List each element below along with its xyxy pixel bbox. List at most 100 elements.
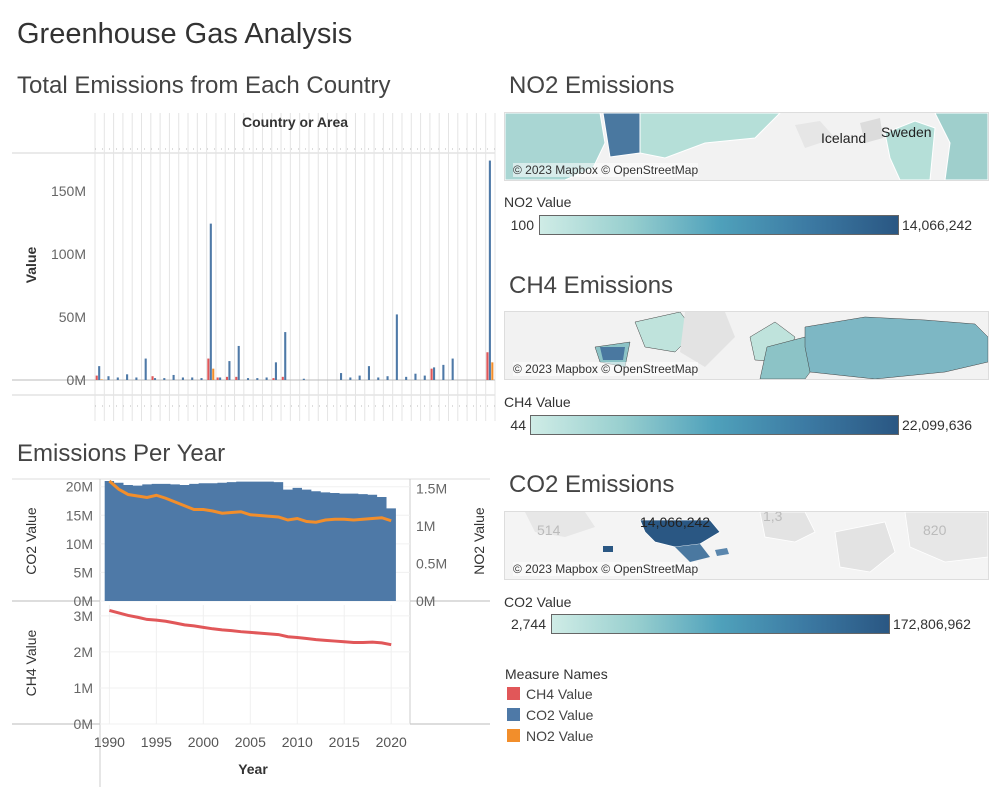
map-label-faded-1: 514: [537, 522, 561, 538]
bar-co2-value: [237, 345, 240, 380]
map-label-faded-2: 1,3: [763, 511, 783, 524]
bar-co2-value: [135, 377, 138, 380]
bar-ch4-value: [151, 376, 154, 380]
no2-legend-max: 14,066,242: [902, 217, 973, 233]
legend-label-ch4: CH4 Value: [526, 686, 593, 702]
bar-ch4-value: [207, 358, 210, 380]
bar-co2-value: [442, 364, 445, 380]
bar-ch4-value: [430, 368, 433, 380]
x-tick-label: 2015: [329, 734, 360, 750]
legend-item-no2[interactable]: NO2 Value: [507, 728, 593, 746]
no2-y-tick: 0.5M: [416, 556, 447, 572]
ch4-line: [109, 608, 392, 647]
bar-no2-value: [100, 379, 103, 380]
bar-ch4-value: [225, 376, 229, 380]
legend-label-no2: NO2 Value: [526, 728, 594, 744]
bar-ch4-value: [235, 376, 238, 380]
bar-co2-value: [386, 376, 389, 380]
co2-map[interactable]: 14,066,242 514 1,3 820 © 2023 Mapbox © O…: [504, 511, 989, 580]
legend-item-ch4[interactable]: CH4 Value: [507, 686, 593, 704]
bar-co2-value: [107, 376, 110, 380]
section-title-ch4: CH4 Emissions: [509, 272, 674, 299]
bar-ch4-value: [272, 378, 275, 380]
map-attribution: © 2023 Mapbox © OpenStreetMap: [513, 362, 699, 376]
ch4-legend-min: 44: [510, 417, 526, 433]
bar-co2-value: [116, 377, 119, 380]
bar-co2-value: [265, 377, 268, 380]
no2-y-tick: 1M: [416, 518, 435, 534]
bar-co2-value: [488, 160, 491, 380]
bar-no2-value: [491, 362, 494, 380]
bar-co2-value: [256, 378, 259, 380]
ch4-y-tick: 2M: [74, 644, 93, 660]
co2-y-tick: 0M: [74, 593, 93, 609]
y-tick-label: 150M: [51, 183, 86, 199]
co2-legend-min: 2,744: [510, 616, 546, 632]
co2-y-tick: 5M: [74, 564, 93, 580]
bar-co2-value: [274, 362, 277, 380]
no2-axis-label: NO2 Value: [471, 507, 487, 575]
x-axis-header: Country or Area: [242, 114, 348, 130]
total-emissions-chart[interactable]: 0M 50M 100M 150M Value Country or Area: [0, 105, 500, 425]
bar-co2-value: [246, 378, 250, 380]
section-title-co2: CO2 Emissions: [509, 471, 675, 498]
map-attribution: © 2023 Mapbox © OpenStreetMap: [513, 163, 699, 177]
bar-no2-value: [212, 368, 215, 380]
co2-y-tick: 15M: [66, 507, 93, 523]
x-tick-label: 2000: [188, 734, 219, 750]
emissions-per-year-chart[interactable]: 20M 15M 10M 5M 0M 1.5M 1M 0.5M 0M CO2 Value NO2 Va…: [0, 475, 500, 795]
bar-co2-value: [219, 377, 222, 380]
section-title-no2: NO2 Emissions: [509, 72, 675, 99]
co2-color-ramp: [551, 614, 890, 634]
bar-co2-value: [433, 367, 436, 380]
ch4-legend-max: 22,099,636: [902, 417, 973, 433]
ch4-y-tick: 3M: [74, 608, 93, 624]
bar-co2-value: [163, 378, 166, 380]
bar-ch4-value: [281, 376, 284, 380]
bar-ch4-value: [216, 377, 219, 380]
bar-ch4-value: [486, 352, 489, 380]
bar-co2-value: [423, 375, 426, 380]
bar-co2-value: [340, 373, 343, 380]
map-label-usa-value: 14,066,242: [640, 514, 711, 530]
bar-co2-value: [181, 377, 184, 380]
co2-area: [104, 481, 396, 601]
x-tick-label: 1995: [141, 734, 172, 750]
bar-co2-value: [405, 376, 408, 380]
no2-line: [108, 479, 392, 524]
bar-co2-value: [367, 366, 370, 380]
ch4-map-shapes: [505, 312, 988, 379]
bar-co2-value: [395, 314, 398, 380]
map-attribution: © 2023 Mapbox © OpenStreetMap: [513, 562, 699, 576]
bar-co2-value: [144, 358, 147, 380]
legend-item-co2[interactable]: CO2 Value: [507, 707, 593, 725]
bar-co2-value: [302, 378, 305, 380]
no2-swatch: [507, 729, 520, 742]
no2-y-tick: 1.5M: [416, 481, 447, 497]
x-tick-label: 1990: [94, 734, 125, 750]
y-tick-label: 50M: [59, 309, 86, 325]
bar-co2-value: [191, 377, 194, 380]
measure-legend-title: Measure Names: [505, 666, 608, 682]
co2-axis-label: CO2 Value: [23, 507, 39, 575]
bar-co2-value: [451, 358, 454, 380]
bar-co2-value: [126, 374, 129, 380]
bar-co2-value: [358, 375, 361, 380]
ch4-map[interactable]: © 2023 Mapbox © OpenStreetMap: [504, 311, 989, 380]
no2-y-tick: 0M: [416, 593, 435, 609]
ch4-y-tick: 0M: [74, 716, 93, 732]
no2-map[interactable]: Iceland Sweden © 2023 Mapbox © OpenStree…: [504, 112, 989, 181]
bar-co2-value: [153, 378, 157, 380]
no2-color-ramp: [539, 215, 899, 235]
x-tick-label: 2005: [235, 734, 266, 750]
section-title-total: Total Emissions from Each Country: [17, 72, 391, 99]
co2-map-shapes: [505, 512, 988, 579]
ch4-axis-label: CH4 Value: [23, 629, 39, 696]
co2-y-tick: 20M: [66, 479, 93, 495]
co2-legend-title: CO2 Value: [504, 594, 572, 610]
x-axis-label: Year: [238, 761, 268, 777]
ch4-color-ramp: [530, 415, 899, 435]
bar-co2-value: [172, 374, 175, 380]
bar-co2-value: [349, 377, 352, 380]
bar-co2-value: [377, 377, 380, 380]
